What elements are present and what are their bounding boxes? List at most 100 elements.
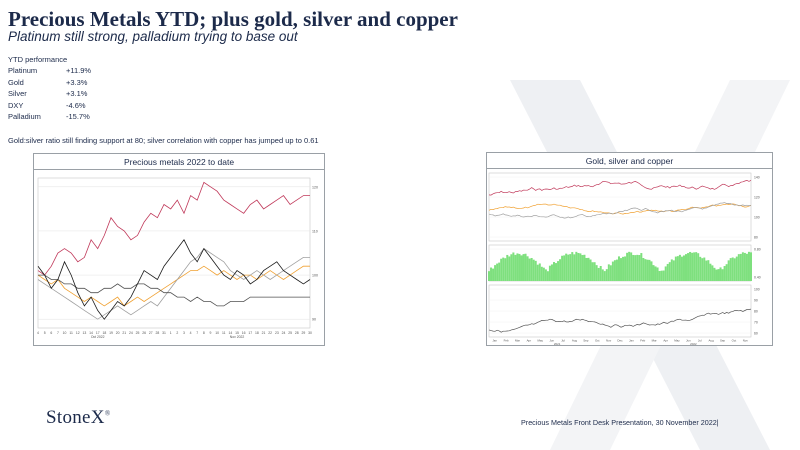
correlation-bar: [488, 271, 490, 281]
x-tick-label: 24: [129, 331, 133, 335]
correlation-bar: [731, 257, 734, 281]
correlation-bar: [711, 265, 714, 281]
x-tick-label: 28: [295, 331, 299, 335]
correlation-bar: [506, 254, 509, 281]
correlation-bar: [640, 253, 643, 281]
correlation-bar: [729, 258, 732, 281]
correlation-bar: [587, 257, 590, 281]
correlation-bar: [569, 254, 572, 281]
x-tick-label: 22: [268, 331, 272, 335]
correlation-bar: [607, 264, 610, 281]
correlation-bar: [538, 263, 541, 281]
correlation-bar: [548, 265, 551, 281]
correlation-bar: [516, 253, 519, 281]
correlation-bar: [605, 269, 608, 281]
x-tick-label: 25: [288, 331, 292, 335]
correlation-bar: [524, 253, 527, 281]
y-tick-label: 60: [754, 331, 758, 335]
correlation-bar: [561, 255, 564, 281]
correlation-bar: [750, 252, 752, 281]
correlation-bar: [555, 263, 558, 281]
x-tick-label: Oct: [595, 339, 600, 343]
correlation-bar: [654, 266, 657, 281]
correlation-bar: [611, 261, 614, 281]
correlation-bar: [632, 254, 635, 281]
correlation-bar: [597, 267, 600, 281]
x-tick-label: 15: [235, 331, 239, 335]
x-tick-label: 7: [57, 331, 59, 335]
x-tick-label: 6: [50, 331, 52, 335]
chart-title: Precious metals 2022 to date: [34, 154, 324, 170]
correlation-bar: [615, 259, 618, 281]
correlation-bar: [504, 258, 507, 281]
y-tick-label: 0.40: [754, 275, 761, 279]
gold-silver-copper-chart: Gold, silver and copper 140 120 100 80 0.80 0…: [486, 152, 773, 346]
performance-name: Platinum: [8, 66, 38, 75]
correlation-bar: [727, 260, 730, 281]
x-tick-label: 10: [63, 331, 67, 335]
x-tick-label: Aug: [572, 339, 578, 343]
correlation-bar: [563, 255, 566, 281]
x-tick-label: Dec: [617, 339, 623, 343]
correlation-bar: [646, 259, 649, 281]
correlation-bar: [585, 257, 588, 281]
x-tick-label: 23: [275, 331, 279, 335]
performance-value: +11.9%: [66, 66, 92, 75]
correlation-bar: [737, 254, 740, 281]
x-tick-label: May: [538, 339, 544, 343]
correlation-bar: [579, 253, 582, 281]
gold-line: [488, 203, 752, 215]
x-tick-label: 4: [190, 331, 192, 335]
correlation-bar: [546, 271, 549, 281]
correlation-bar: [630, 252, 633, 281]
x-tick-label: 21: [262, 331, 266, 335]
correlation-bar: [581, 255, 584, 281]
x-tick-label: Jan: [629, 339, 634, 343]
performance-row: Platinum +11.9%: [8, 65, 126, 77]
correlation-bar: [577, 252, 580, 281]
correlation-bar: [723, 266, 726, 281]
x-tick-label: 10: [215, 331, 219, 335]
correlation-bar: [685, 254, 688, 281]
series-line: [38, 274, 310, 307]
correlation-bar: [626, 252, 629, 281]
correlation-bar: [542, 267, 545, 281]
performance-row: DXY -4.6%: [8, 100, 126, 112]
correlation-bar: [689, 251, 692, 281]
correlation-bar: [701, 258, 704, 281]
correlation-bar: [500, 258, 503, 281]
correlation-bar: [709, 263, 712, 281]
x-tick-label: 27: [149, 331, 153, 335]
correlation-bar: [687, 253, 690, 281]
x-group-label: 2022: [690, 342, 697, 345]
correlation-bar: [514, 254, 517, 281]
correlation-bar: [573, 254, 576, 281]
correlation-bar: [676, 256, 679, 281]
x-tick-label: 12: [76, 331, 80, 335]
correlation-bar: [691, 252, 694, 281]
correlation-bar: [705, 260, 708, 281]
correlation-bar: [650, 261, 653, 281]
chart-title: Gold, silver and copper: [487, 153, 772, 169]
y-tick-label: 140: [754, 175, 760, 179]
correlation-bar: [735, 256, 738, 281]
correlation-bar: [725, 264, 728, 281]
x-tick-label: May: [674, 339, 680, 343]
series-line: [37, 239, 311, 320]
x-tick-label: Nov: [606, 339, 612, 343]
correlation-bar: [622, 256, 625, 281]
correlation-bar: [534, 260, 537, 281]
stonex-logo: StoneX®: [46, 407, 111, 428]
x-tick-label: 2: [176, 331, 178, 335]
correlation-bar: [652, 265, 655, 281]
x-tick-label: 26: [142, 331, 146, 335]
correlation-bar: [636, 254, 639, 281]
x-group-label: Oct 2022: [91, 335, 105, 339]
precious-metals-chart: Precious metals 2022 to date 120 110 100 90…: [33, 153, 325, 346]
y-tick-label: 90: [754, 298, 758, 302]
correlation-bar: [660, 270, 663, 281]
correlation-bar: [532, 259, 535, 281]
y-tick-label: 80: [754, 309, 758, 313]
ytd-heading: YTD performance: [8, 55, 68, 64]
x-tick-label: Mar: [515, 339, 520, 343]
